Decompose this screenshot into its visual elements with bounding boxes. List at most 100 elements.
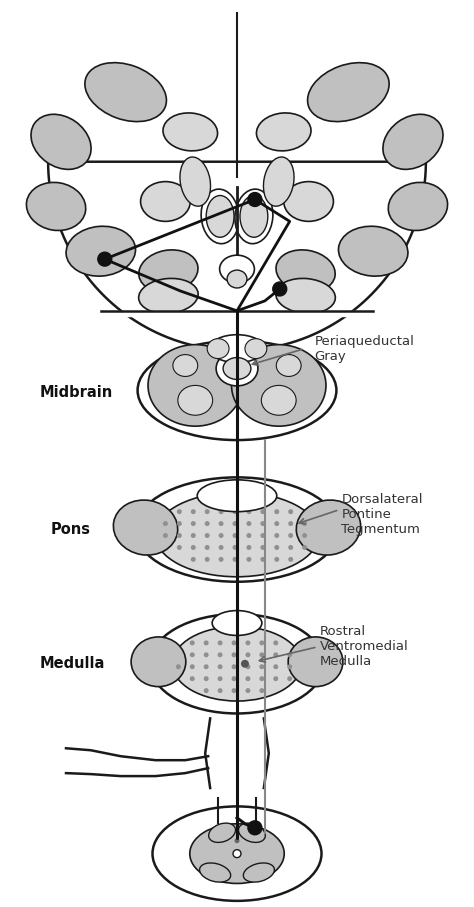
Circle shape xyxy=(273,664,278,669)
Circle shape xyxy=(176,664,181,669)
Circle shape xyxy=(288,545,293,550)
Ellipse shape xyxy=(190,824,284,883)
Ellipse shape xyxy=(219,255,255,283)
Circle shape xyxy=(260,497,265,502)
Circle shape xyxy=(205,557,210,561)
Circle shape xyxy=(205,497,210,502)
Circle shape xyxy=(190,664,195,669)
Ellipse shape xyxy=(66,226,136,276)
Circle shape xyxy=(177,509,182,514)
Ellipse shape xyxy=(388,182,447,230)
Ellipse shape xyxy=(137,341,337,440)
Ellipse shape xyxy=(155,493,319,577)
Circle shape xyxy=(219,545,224,550)
Ellipse shape xyxy=(235,190,273,244)
Text: Pons: Pons xyxy=(51,522,91,537)
Ellipse shape xyxy=(206,196,234,238)
Circle shape xyxy=(204,664,209,669)
Circle shape xyxy=(246,677,250,681)
Circle shape xyxy=(260,533,265,538)
Text: Dorsalateral
Pontine
Tegmentum: Dorsalateral Pontine Tegmentum xyxy=(341,493,423,536)
Circle shape xyxy=(302,545,307,550)
Circle shape xyxy=(246,629,250,633)
Ellipse shape xyxy=(148,345,243,426)
Circle shape xyxy=(288,522,293,526)
Circle shape xyxy=(260,557,265,561)
Circle shape xyxy=(218,640,223,646)
Circle shape xyxy=(246,664,250,669)
Circle shape xyxy=(273,677,278,681)
Ellipse shape xyxy=(261,385,296,415)
Ellipse shape xyxy=(153,806,321,901)
Circle shape xyxy=(259,640,264,646)
Ellipse shape xyxy=(238,824,265,843)
Text: Periaqueductal
Gray: Periaqueductal Gray xyxy=(315,335,414,363)
Circle shape xyxy=(274,533,279,538)
Ellipse shape xyxy=(209,824,236,843)
Circle shape xyxy=(287,677,292,681)
Circle shape xyxy=(259,652,264,658)
Ellipse shape xyxy=(245,338,267,358)
Circle shape xyxy=(235,838,239,844)
Circle shape xyxy=(246,533,251,538)
Circle shape xyxy=(218,652,223,658)
Circle shape xyxy=(191,557,196,561)
Circle shape xyxy=(246,557,251,561)
Ellipse shape xyxy=(180,157,210,206)
Circle shape xyxy=(163,522,168,526)
Circle shape xyxy=(274,557,279,561)
Circle shape xyxy=(274,509,279,514)
Circle shape xyxy=(231,640,237,646)
Ellipse shape xyxy=(85,63,166,122)
Circle shape xyxy=(190,652,195,658)
Circle shape xyxy=(231,664,237,669)
Ellipse shape xyxy=(207,338,229,358)
Circle shape xyxy=(287,652,292,658)
Ellipse shape xyxy=(210,335,264,363)
Circle shape xyxy=(177,522,182,526)
Circle shape xyxy=(233,850,241,858)
Circle shape xyxy=(190,640,195,646)
Ellipse shape xyxy=(201,190,239,244)
Circle shape xyxy=(259,688,264,693)
Ellipse shape xyxy=(276,249,335,292)
Circle shape xyxy=(231,688,237,693)
Ellipse shape xyxy=(264,157,294,206)
Ellipse shape xyxy=(338,226,408,276)
Ellipse shape xyxy=(150,614,324,714)
Ellipse shape xyxy=(308,63,389,122)
Circle shape xyxy=(233,545,237,550)
Ellipse shape xyxy=(243,863,274,883)
Circle shape xyxy=(260,509,265,514)
Circle shape xyxy=(233,533,237,538)
Circle shape xyxy=(191,509,196,514)
Ellipse shape xyxy=(276,278,335,314)
Circle shape xyxy=(204,640,209,646)
Circle shape xyxy=(246,497,251,502)
Circle shape xyxy=(219,509,224,514)
Ellipse shape xyxy=(113,500,178,555)
Circle shape xyxy=(177,545,182,550)
Circle shape xyxy=(205,509,210,514)
Circle shape xyxy=(231,677,237,681)
Text: Medulla: Medulla xyxy=(39,657,105,671)
Circle shape xyxy=(246,522,251,526)
Circle shape xyxy=(233,497,237,502)
Ellipse shape xyxy=(212,610,262,636)
Circle shape xyxy=(288,509,293,514)
Ellipse shape xyxy=(139,249,198,292)
Ellipse shape xyxy=(256,113,311,151)
Circle shape xyxy=(233,557,237,561)
Circle shape xyxy=(191,533,196,538)
Circle shape xyxy=(98,252,112,266)
Circle shape xyxy=(191,545,196,550)
Circle shape xyxy=(191,522,196,526)
Ellipse shape xyxy=(173,627,301,701)
Circle shape xyxy=(246,688,250,693)
Ellipse shape xyxy=(178,385,213,415)
Circle shape xyxy=(205,522,210,526)
Circle shape xyxy=(259,664,264,669)
Ellipse shape xyxy=(231,345,326,426)
Polygon shape xyxy=(48,161,426,351)
Ellipse shape xyxy=(284,181,333,221)
